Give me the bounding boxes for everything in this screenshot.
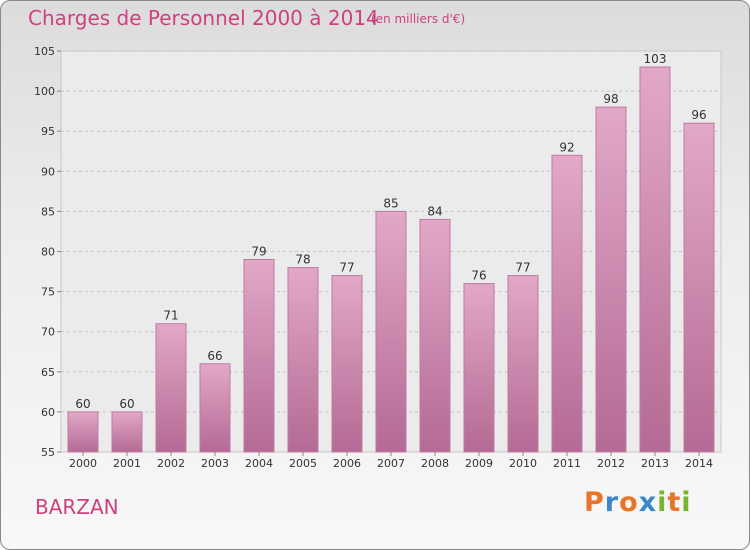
x-tick-label: 2005 [289, 457, 317, 470]
x-tick-label: 2008 [421, 457, 449, 470]
bar [683, 122, 715, 453]
x-tick-label: 2003 [201, 457, 229, 470]
value-labels: 60 60 71 66 79 78 77 85 84 76 77 92 98 103 96 [75, 52, 706, 411]
x-tick-label: 2011 [553, 457, 581, 470]
value-label: 66 [207, 349, 222, 363]
logo-letter: i [657, 487, 668, 518]
y-tick-label: 80 [41, 246, 55, 259]
logo-letter: P [584, 487, 605, 518]
y-tick-label: 85 [41, 205, 55, 218]
y-tick-label: 55 [41, 446, 55, 459]
x-tick-label: 2004 [245, 457, 273, 470]
y-tick-label: 95 [41, 125, 55, 138]
y-tick-label: 70 [41, 326, 55, 339]
value-label: 103 [644, 52, 667, 66]
x-tick-label: 2002 [157, 457, 185, 470]
bar [463, 283, 495, 453]
logo-letter: i [681, 487, 692, 518]
x-tick-label: 2014 [685, 457, 713, 470]
x-axis-ticks: 2000 2001 2002 2003 2004 2005 2006 2007 2008 2009… [69, 452, 713, 470]
bar [331, 275, 363, 453]
value-label: 98 [603, 92, 618, 106]
logo-letter: r [604, 487, 620, 518]
bar [243, 259, 275, 453]
value-label: 60 [119, 397, 134, 411]
logo-letter: o [619, 487, 639, 518]
value-label: 78 [295, 253, 310, 267]
bar [111, 411, 143, 453]
bar [595, 106, 627, 453]
bar [551, 154, 583, 453]
proxiti-logo: Proxiti [584, 487, 692, 518]
x-tick-label: 2006 [333, 457, 361, 470]
bar [507, 275, 539, 453]
value-label: 77 [515, 261, 530, 275]
y-tick-label: 60 [41, 406, 55, 419]
x-tick-label: 2001 [113, 457, 141, 470]
value-label: 71 [163, 309, 178, 323]
y-tick-label: 105 [34, 45, 55, 58]
bars [67, 66, 715, 453]
value-label: 84 [427, 204, 442, 218]
bar [155, 323, 187, 453]
value-label: 76 [471, 269, 486, 283]
x-tick-label: 2012 [597, 457, 625, 470]
logo-letter: x [638, 487, 658, 518]
x-tick-label: 2013 [641, 457, 669, 470]
x-tick-label: 2000 [69, 457, 97, 470]
value-label: 96 [691, 108, 706, 122]
logo-letter: t [667, 487, 682, 518]
y-tick-label: 75 [41, 286, 55, 299]
bar [199, 363, 231, 453]
bar [375, 210, 407, 453]
value-label: 85 [383, 196, 398, 210]
y-axis-ticks: 55 60 65 70 75 80 85 90 95 100 105 [34, 45, 61, 459]
value-label: 92 [559, 140, 574, 154]
bar [287, 267, 319, 453]
value-label: 60 [75, 397, 90, 411]
y-tick-label: 65 [41, 366, 55, 379]
x-tick-label: 2007 [377, 457, 405, 470]
chart-title: Charges de Personnel 2000 à 2014 [28, 6, 379, 30]
bar [419, 218, 451, 453]
y-tick-label: 90 [41, 165, 55, 178]
value-label: 79 [251, 245, 266, 259]
bar [639, 66, 671, 453]
x-tick-label: 2010 [509, 457, 537, 470]
chart-subtitle: (en milliers d'€) [371, 12, 466, 26]
x-tick-label: 2009 [465, 457, 493, 470]
y-tick-label: 100 [34, 85, 55, 98]
value-label: 77 [339, 261, 354, 275]
commune-name: BARZAN [35, 495, 119, 519]
bar [67, 411, 99, 453]
